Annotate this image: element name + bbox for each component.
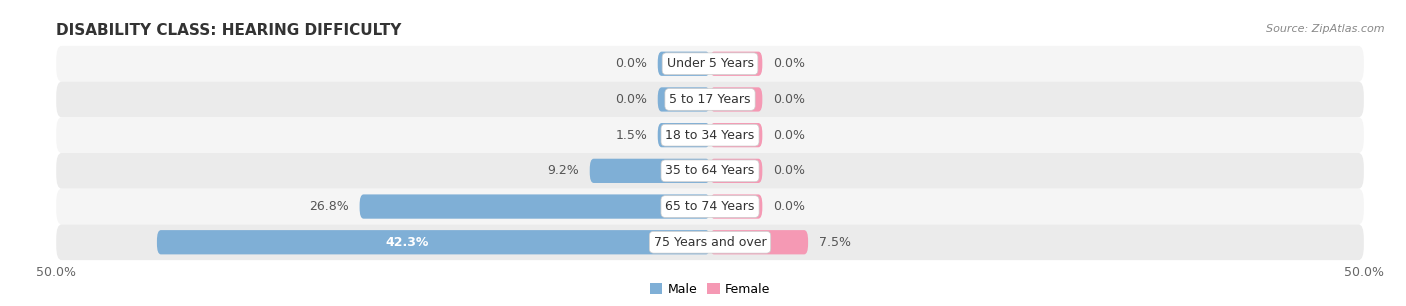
Text: DISABILITY CLASS: HEARING DIFFICULTY: DISABILITY CLASS: HEARING DIFFICULTY (56, 23, 402, 38)
FancyBboxPatch shape (710, 194, 762, 219)
Text: 65 to 74 Years: 65 to 74 Years (665, 200, 755, 213)
Text: Source: ZipAtlas.com: Source: ZipAtlas.com (1267, 24, 1385, 35)
Text: 9.2%: 9.2% (547, 164, 579, 177)
Text: 0.0%: 0.0% (616, 93, 647, 106)
FancyBboxPatch shape (589, 159, 710, 183)
Text: 75 Years and over: 75 Years and over (654, 236, 766, 249)
FancyBboxPatch shape (658, 123, 710, 147)
FancyBboxPatch shape (56, 82, 1364, 117)
Text: 35 to 64 Years: 35 to 64 Years (665, 164, 755, 177)
FancyBboxPatch shape (56, 46, 1364, 82)
Text: 42.3%: 42.3% (385, 236, 429, 249)
FancyBboxPatch shape (56, 224, 1364, 260)
Text: 7.5%: 7.5% (818, 236, 851, 249)
FancyBboxPatch shape (658, 52, 710, 76)
Legend: Male, Female: Male, Female (645, 278, 775, 301)
Text: 0.0%: 0.0% (616, 57, 647, 70)
FancyBboxPatch shape (56, 117, 1364, 153)
Text: 0.0%: 0.0% (773, 164, 804, 177)
Text: 26.8%: 26.8% (309, 200, 349, 213)
Text: 0.0%: 0.0% (773, 57, 804, 70)
FancyBboxPatch shape (157, 230, 710, 254)
Text: Under 5 Years: Under 5 Years (666, 57, 754, 70)
FancyBboxPatch shape (710, 52, 762, 76)
Text: 0.0%: 0.0% (773, 200, 804, 213)
FancyBboxPatch shape (710, 159, 762, 183)
FancyBboxPatch shape (56, 153, 1364, 189)
Text: 5 to 17 Years: 5 to 17 Years (669, 93, 751, 106)
FancyBboxPatch shape (658, 87, 710, 112)
FancyBboxPatch shape (710, 123, 762, 147)
Text: 0.0%: 0.0% (773, 93, 804, 106)
FancyBboxPatch shape (360, 194, 710, 219)
FancyBboxPatch shape (710, 230, 808, 254)
Text: 1.5%: 1.5% (616, 129, 647, 142)
FancyBboxPatch shape (710, 87, 762, 112)
Text: 18 to 34 Years: 18 to 34 Years (665, 129, 755, 142)
FancyBboxPatch shape (56, 189, 1364, 224)
Text: 0.0%: 0.0% (773, 129, 804, 142)
